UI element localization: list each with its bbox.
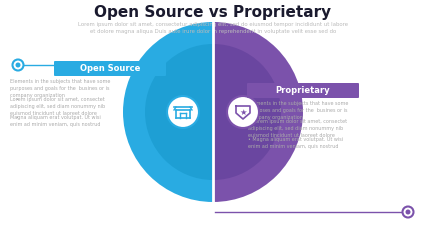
Text: Open Source: Open Source [80,64,140,73]
Text: Elements in the subjects that have some
purposes and goals for the  busines or i: Elements in the subjects that have some … [10,79,110,98]
FancyBboxPatch shape [54,61,166,76]
Text: • Lorem ipsum dolor sit amet, consectet
adipiscing elit, sed diam nonummy nib
eu: • Lorem ipsum dolor sit amet, consectet … [248,119,347,138]
Text: •: • [15,115,18,120]
Text: • Magna aliquam erat volutpat. Ut wisi
enim ad minim veniam, quis nostrud: • Magna aliquam erat volutpat. Ut wisi e… [248,137,343,149]
Circle shape [403,206,414,217]
Text: ★: ★ [239,108,247,116]
Wedge shape [213,44,281,180]
Text: Lorem ipsum dolor sit amet, consectetur adipiscing elit, sed do eiusmod tempor i: Lorem ipsum dolor sit amet, consectetur … [78,22,348,34]
Circle shape [15,62,20,67]
Circle shape [167,96,199,128]
Text: Open Source vs Proprietary: Open Source vs Proprietary [95,5,331,20]
Text: Elements in the subjects that have some
purposes and goals for the  busines or i: Elements in the subjects that have some … [248,101,348,120]
Wedge shape [145,44,213,180]
Text: Magna aliquam erat volutpat. Ut wisi
enim ad minim veniam, quis nostrud: Magna aliquam erat volutpat. Ut wisi eni… [10,115,101,127]
Text: Proprietary: Proprietary [276,86,330,95]
Circle shape [12,60,23,71]
FancyBboxPatch shape [247,83,359,98]
Text: Lorem ipsum dolor sit amet, consectet
adipiscing elit, sed diam nonummy nib
euis: Lorem ipsum dolor sit amet, consectet ad… [10,97,105,116]
Circle shape [406,210,411,215]
Text: •: • [15,97,18,102]
Wedge shape [213,22,303,202]
Wedge shape [123,22,213,202]
Circle shape [227,96,259,128]
